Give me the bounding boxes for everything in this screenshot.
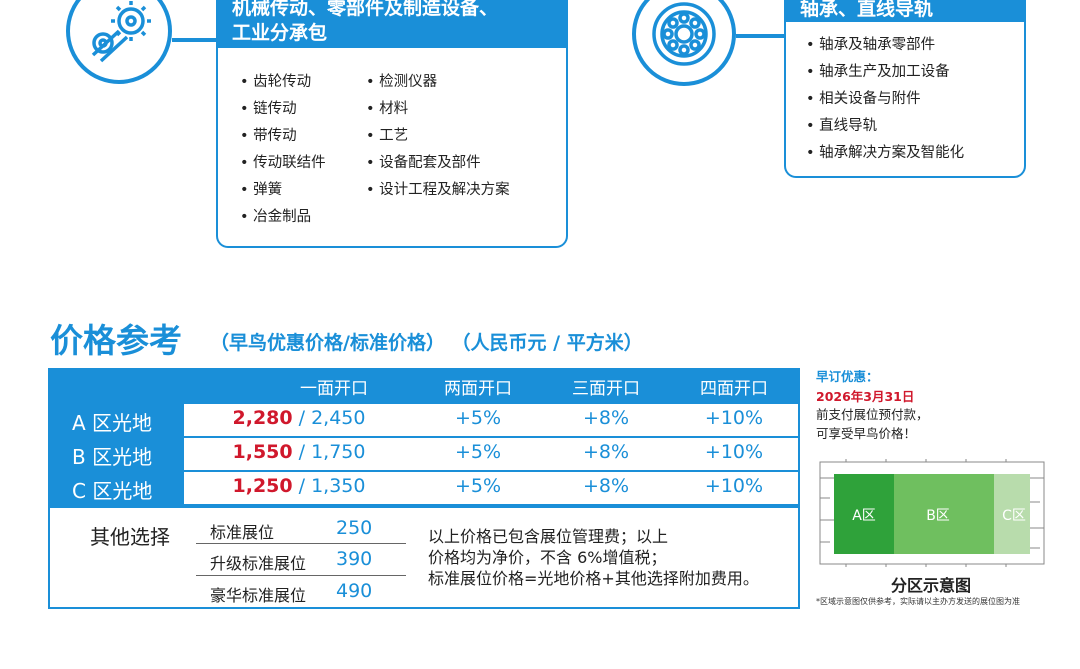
price-subtitle: （早鸟优惠价格/标准价格） （人民币元 / 平方米） xyxy=(210,332,643,354)
row-label: A 区光地 xyxy=(72,411,153,435)
early-bird-date: 2026年3月31日 xyxy=(816,389,915,404)
option-value: 250 xyxy=(336,517,373,539)
option-value: 490 xyxy=(336,580,373,602)
list-item: 传动联结件 xyxy=(240,150,326,177)
note-line: 以上价格已包含展位管理费；以上 xyxy=(428,527,669,546)
hall-outline xyxy=(819,459,1045,567)
option-name: 标准展位 xyxy=(210,523,275,542)
list-item: 齿轮传动 xyxy=(240,69,326,96)
column-header: 三面开口 xyxy=(572,379,640,399)
early-bird-text: 前支付展位预付款， 可享受早鸟价格！ xyxy=(816,405,929,443)
connector-line xyxy=(172,38,220,42)
zone-map-caption: 分区示意图 xyxy=(890,576,971,595)
connector-line xyxy=(736,34,786,38)
bearing-icon xyxy=(632,0,736,86)
price-cell: +8% xyxy=(582,407,630,429)
mechanical-title-line1: 机械传动、零部件及制造设备、 xyxy=(232,0,499,19)
zone-b-label: B区 xyxy=(926,508,950,524)
list-item: 带传动 xyxy=(240,123,326,150)
early-bird-line: 可享受早鸟价格！ xyxy=(816,426,917,441)
price-table-header-block: 一面开口 两面开口 三面开口 四面开口 A 区光地 2,280 / 2,450 … xyxy=(50,370,798,508)
option-name: 豪华标准展位 xyxy=(210,586,307,605)
note-line: 价格均为净价，不含 6%增值税； xyxy=(428,548,667,567)
mechanical-category-title: 机械传动、零部件及制造设备、 工业分承包 xyxy=(216,0,568,48)
list-item: 检测仪器 xyxy=(366,69,510,96)
price-cell: 1,250 / 1,350 xyxy=(184,475,414,497)
note-line: 标准展位价格=光地价格+其他选择附加费用。 xyxy=(428,569,759,588)
zone-b xyxy=(894,474,994,554)
zone-map: A区 B区 C区 xyxy=(819,459,1045,567)
price-cell: +10% xyxy=(704,441,764,463)
mechanical-list-col1: 齿轮传动 链传动 带传动 传动联结件 弹簧 冶金制品 xyxy=(240,69,326,231)
early-price: 1,250 xyxy=(232,475,293,497)
table-row: 1,550 / 1,750 +5% +8% +10% xyxy=(184,438,798,470)
gears-chain-icon xyxy=(66,0,172,84)
price-title: 价格参考 xyxy=(50,321,182,360)
list-item: 直线导轨 xyxy=(806,113,964,140)
bearing-list: 轴承及轴承零部件 轴承生产及加工设备 相关设备与附件 直线导轨 轴承解决方案及智… xyxy=(806,32,964,167)
standard-price: / 1,750 xyxy=(292,441,366,463)
table-row: 2,280 / 2,450 +5% +8% +10% xyxy=(184,404,798,436)
divider xyxy=(196,543,406,544)
list-item: 相关设备与附件 xyxy=(806,86,964,113)
mechanical-title-line2: 工业分承包 xyxy=(232,22,328,44)
price-table: 一面开口 两面开口 三面开口 四面开口 A 区光地 2,280 / 2,450 … xyxy=(48,368,800,609)
price-cell: +10% xyxy=(704,407,764,429)
zone-c-label: C区 xyxy=(1002,508,1026,524)
option-name: 升级标准展位 xyxy=(210,554,307,573)
list-item: 材料 xyxy=(366,96,510,123)
column-header: 两面开口 xyxy=(444,379,512,399)
row-label: C 区光地 xyxy=(72,479,153,503)
mechanical-list-col2: 检测仪器 材料 工艺 设备配套及部件 设计工程及解决方案 xyxy=(366,69,510,204)
early-bird-line: 前支付展位预付款， xyxy=(816,407,929,422)
other-options-title: 其他选择 xyxy=(90,525,170,549)
list-item: 轴承及轴承零部件 xyxy=(806,32,964,59)
zone-a xyxy=(834,474,894,554)
price-cell: 1,550 / 1,750 xyxy=(184,441,414,463)
list-item: 设备配套及部件 xyxy=(366,150,510,177)
bearing-category-title: 轴承、直线导轨 xyxy=(784,0,1026,22)
price-cell: +5% xyxy=(454,441,502,463)
standard-price: / 2,450 xyxy=(292,407,366,429)
list-item: 链传动 xyxy=(240,96,326,123)
zone-a-label: A区 xyxy=(852,508,876,524)
price-cell: +5% xyxy=(454,407,502,429)
price-notes: 以上价格已包含展位管理费；以上 价格均为净价，不含 6%增值税； 标准展位价格=… xyxy=(428,526,759,589)
early-price: 2,280 xyxy=(232,407,293,429)
zone-map-footnote: *区域示意图仅供参考，实际请以主办方发送的展位图为准 xyxy=(816,597,1020,606)
early-price: 1,550 xyxy=(232,441,293,463)
price-cell: +8% xyxy=(582,441,630,463)
list-item: 设计工程及解决方案 xyxy=(366,177,510,204)
option-value: 390 xyxy=(336,548,373,570)
price-cell: 2,280 / 2,450 xyxy=(184,407,414,429)
price-cell: +5% xyxy=(454,475,502,497)
standard-price: / 1,350 xyxy=(292,475,366,497)
row-label: B 区光地 xyxy=(72,445,153,469)
table-row: 1,250 / 1,350 +5% +8% +10% xyxy=(184,472,798,504)
list-item: 轴承解决方案及智能化 xyxy=(806,140,964,167)
early-bird-label: 早订优惠： xyxy=(816,369,879,384)
list-item: 工艺 xyxy=(366,123,510,150)
price-cell: +8% xyxy=(582,475,630,497)
price-cell: +10% xyxy=(704,475,764,497)
list-item: 弹簧 xyxy=(240,177,326,204)
list-item: 轴承生产及加工设备 xyxy=(806,59,964,86)
divider xyxy=(196,575,406,576)
zone-c xyxy=(994,474,1030,554)
column-header: 四面开口 xyxy=(700,379,768,399)
column-header: 一面开口 xyxy=(300,379,368,399)
list-item: 冶金制品 xyxy=(240,204,326,231)
